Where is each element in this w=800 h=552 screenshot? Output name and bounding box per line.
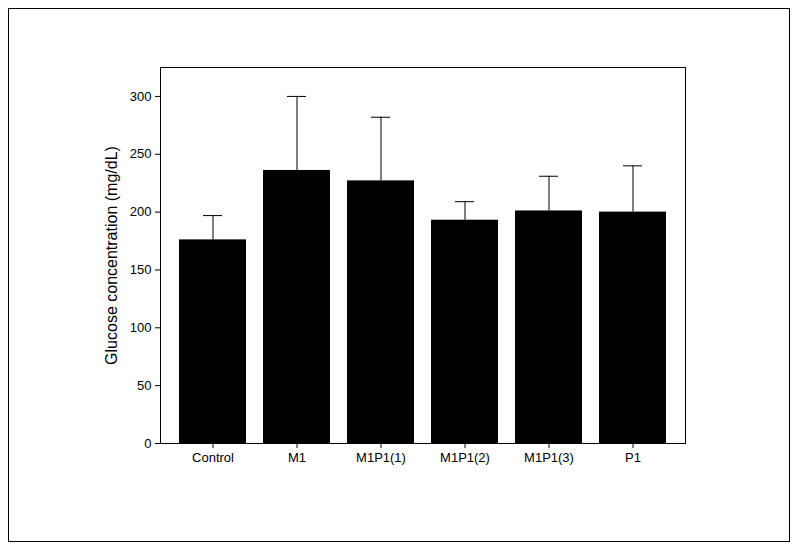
svg-text:200: 200: [130, 204, 152, 219]
svg-text:250: 250: [130, 146, 152, 161]
svg-text:Control: Control: [192, 450, 234, 465]
svg-text:M1P1(2): M1P1(2): [440, 450, 490, 465]
svg-text:50: 50: [137, 378, 151, 393]
svg-text:100: 100: [130, 320, 152, 335]
svg-text:300: 300: [130, 89, 152, 104]
svg-text:P1: P1: [625, 450, 641, 465]
svg-text:M1P1(1): M1P1(1): [356, 450, 406, 465]
svg-text:150: 150: [130, 262, 152, 277]
svg-text:M1: M1: [288, 450, 306, 465]
svg-text:Glucose concentration (mg/dL): Glucose concentration (mg/dL): [103, 146, 120, 365]
svg-text:0: 0: [144, 436, 151, 451]
svg-text:M1P1(3): M1P1(3): [524, 450, 574, 465]
